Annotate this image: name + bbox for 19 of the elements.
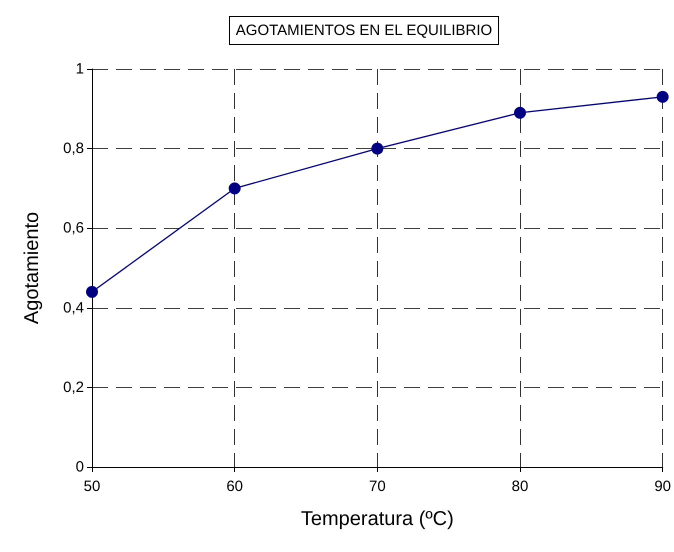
y-axis-title: Agotamiento [21,212,43,324]
y-tick-label: 0,2 [63,378,84,396]
y-tick-label: 0,8 [63,140,84,158]
x-tick-label: 50 [84,478,100,495]
y-tick-label: 0,4 [63,299,84,316]
x-tick-label: 60 [226,478,244,495]
x-tick-label: 80 [512,478,528,495]
point [514,106,526,119]
x-tick-label: 70 [368,478,386,495]
point [228,182,241,194]
point [86,286,98,298]
y-tick-label: 1 [76,60,84,78]
y-tick-label: 0 [76,458,84,476]
x-axis-title: Temperatura (ºC) [300,508,454,530]
point [656,90,669,103]
point [371,142,384,155]
x-tick-label: 90 [654,478,671,495]
chart-title: AGOTAMIENTOS EN EL EQUILIBRIO [236,22,492,39]
y-tick-label: 0,6 [63,220,84,237]
